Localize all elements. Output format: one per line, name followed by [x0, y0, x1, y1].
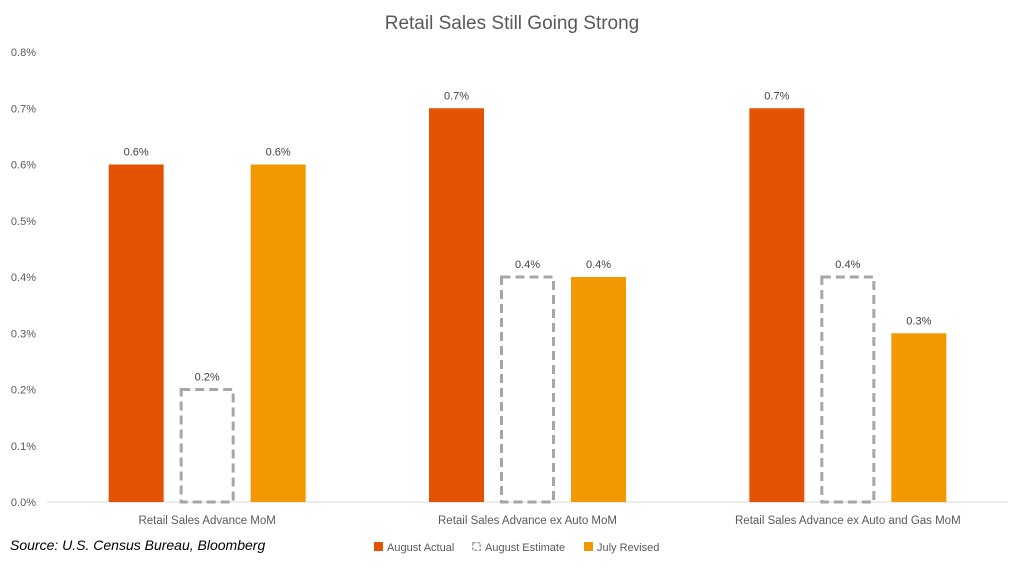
data-label: 0.4%	[515, 259, 540, 271]
category-labels-group: Retail Sales Advance MoM Retail Sales Adv…	[138, 515, 960, 527]
bar-august-actual	[749, 108, 805, 502]
y-tick-label: 0.0%	[11, 497, 36, 509]
legend-label: July Revised	[597, 542, 659, 554]
data-label: 0.2%	[195, 372, 220, 384]
y-tick-label: 0.2%	[11, 385, 36, 397]
legend-swatch	[472, 542, 481, 551]
data-label: 0.3%	[906, 315, 931, 327]
y-tick-label: 0.3%	[11, 328, 36, 340]
bar-august-estimate	[500, 275, 555, 504]
legend-swatch	[584, 542, 593, 551]
y-tick-label: 0.5%	[11, 216, 36, 228]
data-label: 0.6%	[124, 147, 149, 159]
y-tick-label: 0.8%	[11, 47, 36, 59]
legend-label: August Estimate	[485, 542, 565, 554]
source-note: Source: U.S. Census Bureau, Bloomberg	[10, 537, 266, 553]
y-tick-label: 0.4%	[11, 272, 36, 284]
bar-august-estimate	[179, 388, 235, 504]
bar-august-actual	[108, 164, 164, 502]
bars-group	[108, 108, 947, 504]
data-label: 0.4%	[835, 259, 860, 271]
chart-title: Retail Sales Still Going Strong	[385, 13, 640, 34]
bar-august-actual	[429, 108, 484, 502]
data-label: 0.7%	[764, 90, 789, 102]
category-label: Retail Sales Advance ex Auto MoM	[438, 515, 617, 527]
bar-august-estimate	[820, 275, 876, 504]
data-label: 0.6%	[266, 147, 291, 159]
legend: August Actual August Estimate July Revised	[374, 542, 659, 554]
legend-swatch	[374, 542, 383, 551]
data-label: 0.4%	[586, 259, 611, 271]
y-tick-label: 0.7%	[11, 103, 36, 115]
y-tick-label: 0.1%	[11, 441, 36, 453]
bar-july-revised	[891, 333, 947, 502]
y-axis: 0.0% 0.1% 0.2% 0.3% 0.4% 0.5% 0.6% 0.7% 0.8%	[11, 47, 36, 509]
legend-label: August Actual	[387, 542, 454, 554]
data-labels-group: 0.6% 0.2% 0.6% 0.7% 0.4% 0.4% 0.7% 0.4% 0.3%	[124, 90, 932, 383]
data-label: 0.7%	[444, 90, 469, 102]
bar-july-revised	[250, 164, 306, 502]
y-tick-label: 0.6%	[11, 160, 36, 172]
bar-july-revised	[571, 277, 626, 502]
category-label: Retail Sales Advance ex Auto and Gas MoM	[735, 515, 961, 527]
category-label: Retail Sales Advance MoM	[138, 515, 275, 527]
